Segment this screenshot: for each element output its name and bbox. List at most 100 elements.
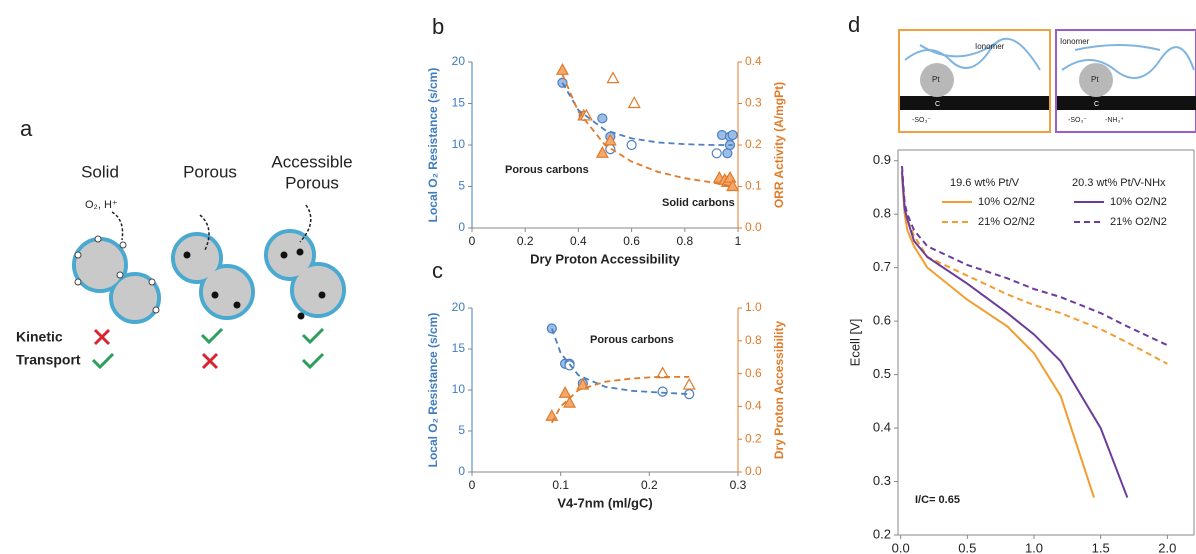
y2-tick-label: 0.8: [745, 333, 762, 347]
legend-group: 19.6 wt% Pt/V: [950, 177, 1020, 189]
y-tick-label: 5: [458, 423, 465, 437]
crosses: [93, 328, 219, 370]
y2-tick-label: 0.3: [745, 96, 762, 110]
point: [657, 386, 668, 397]
y-tick-label: 10: [452, 137, 466, 151]
x-tick-label: 0.4: [570, 234, 587, 248]
point: [727, 129, 738, 141]
point: [656, 366, 670, 379]
y-tick-label: 0: [458, 220, 465, 234]
point: [726, 179, 740, 192]
x-tick-label: 0.0: [892, 540, 910, 554]
x-tick-label: 0.6: [623, 234, 640, 248]
point: [555, 63, 569, 75]
point: [597, 113, 608, 124]
annotation: Porous carbons: [505, 164, 589, 176]
annotation: O₂, H⁺: [85, 199, 118, 211]
y-tick-label: 0.9: [873, 152, 891, 167]
point: [606, 71, 620, 84]
x-tick-label: 0: [469, 478, 476, 492]
point: [711, 148, 722, 159]
point: [545, 408, 559, 421]
point: [682, 377, 696, 390]
point: [603, 133, 617, 146]
panel-label: b: [432, 14, 444, 39]
y-tick-label: 0.6: [873, 313, 891, 328]
x-tick-label: 1: [735, 234, 742, 248]
carbon-bar: [1057, 96, 1196, 110]
checks: [91, 327, 325, 370]
y2-tick-label: 1.0: [745, 300, 762, 314]
x-tick-label: 1.0: [1025, 540, 1043, 554]
annotation: Solid carbons: [662, 197, 735, 209]
series-line: [901, 165, 1168, 347]
y-tick-label: 0.7: [873, 259, 891, 274]
access-arrows: [111, 204, 312, 251]
x-tick-label: 2.0: [1158, 540, 1176, 554]
series-line: [901, 171, 1168, 365]
series-line: [901, 171, 1129, 498]
column-label: Accessible: [271, 152, 352, 171]
legend-label: 21% O2/N2: [1110, 216, 1167, 228]
inner-sites: [183, 248, 326, 320]
annotation: I/C= 0.65: [915, 494, 960, 506]
point: [563, 395, 577, 408]
schematic-label: C: [1094, 101, 1099, 108]
series-line: [901, 176, 1095, 498]
y-tick-label: 0.5: [873, 366, 891, 381]
point: [627, 96, 641, 109]
x-tick-label: 0.8: [676, 234, 693, 248]
schematic-label: Pt: [932, 75, 940, 84]
x-tick-label: 0: [469, 234, 476, 248]
column-label: Porous: [285, 173, 339, 192]
y2-tick-label: 0.1: [745, 179, 762, 193]
y2-tick-label: 0.0: [745, 220, 762, 234]
carbon-bar: [900, 96, 1049, 110]
legend-label: 21% O2/N2: [978, 216, 1035, 228]
row-label: Kinetic: [16, 329, 63, 345]
column-label: Solid: [81, 162, 119, 181]
x-axis-label: V4-7nm (ml/gC): [557, 495, 652, 510]
row-label: Transport: [16, 352, 81, 368]
y-tick-label: 20: [452, 54, 466, 68]
point: [558, 386, 572, 398]
schematic-label: -SO₃⁻: [1068, 117, 1087, 124]
point: [595, 146, 609, 158]
x-tick-label: 0.2: [517, 234, 534, 248]
x-tick-label: 1.5: [1092, 540, 1110, 554]
point: [722, 148, 733, 159]
legend-label: 10% O2/N2: [978, 196, 1035, 208]
schematic-label: -NH₃⁺: [1105, 117, 1124, 124]
legend-label: 10% O2/N2: [1110, 196, 1167, 208]
x-tick-label: 0.3: [730, 478, 747, 492]
x-axis-label: Dry Proton Accessibility: [530, 251, 681, 266]
y2-tick-label: 0.0: [745, 464, 762, 478]
fit-line: [550, 328, 690, 395]
column-label: Porous: [183, 162, 237, 181]
y-tick-label: 0.8: [873, 206, 891, 221]
pt-particle: [1079, 63, 1113, 97]
schematic-label: Ionomer: [975, 42, 1005, 51]
y-tick-label: 10: [452, 382, 466, 396]
x-tick-label: 0.2: [641, 478, 658, 492]
panel-label: c: [432, 258, 443, 283]
schematic-label: Ionomer: [1060, 37, 1090, 46]
y-axis-label: Local O₂ Resistance (s/cm): [426, 313, 440, 468]
y-tick-label: 0: [458, 464, 465, 478]
y-tick-label: 0.2: [873, 526, 891, 541]
schematic-label: Pt: [1091, 75, 1099, 84]
schematic-label: C: [935, 101, 940, 108]
y-axis-label: Local O₂ Resistance (s/cm): [426, 68, 440, 223]
y-tick-label: 15: [452, 96, 466, 110]
y2-tick-label: 0.4: [745, 54, 762, 68]
point: [576, 377, 590, 390]
ionomer: [904, 37, 1195, 79]
fit-line: [551, 375, 690, 424]
annotation: Porous carbons: [590, 334, 674, 346]
fit-line: [561, 74, 733, 188]
panel-label: a: [20, 116, 33, 141]
y2-tick-label: 0.4: [745, 399, 762, 413]
y-tick-label: 0.3: [873, 473, 891, 488]
y-tick-label: 15: [452, 341, 466, 355]
